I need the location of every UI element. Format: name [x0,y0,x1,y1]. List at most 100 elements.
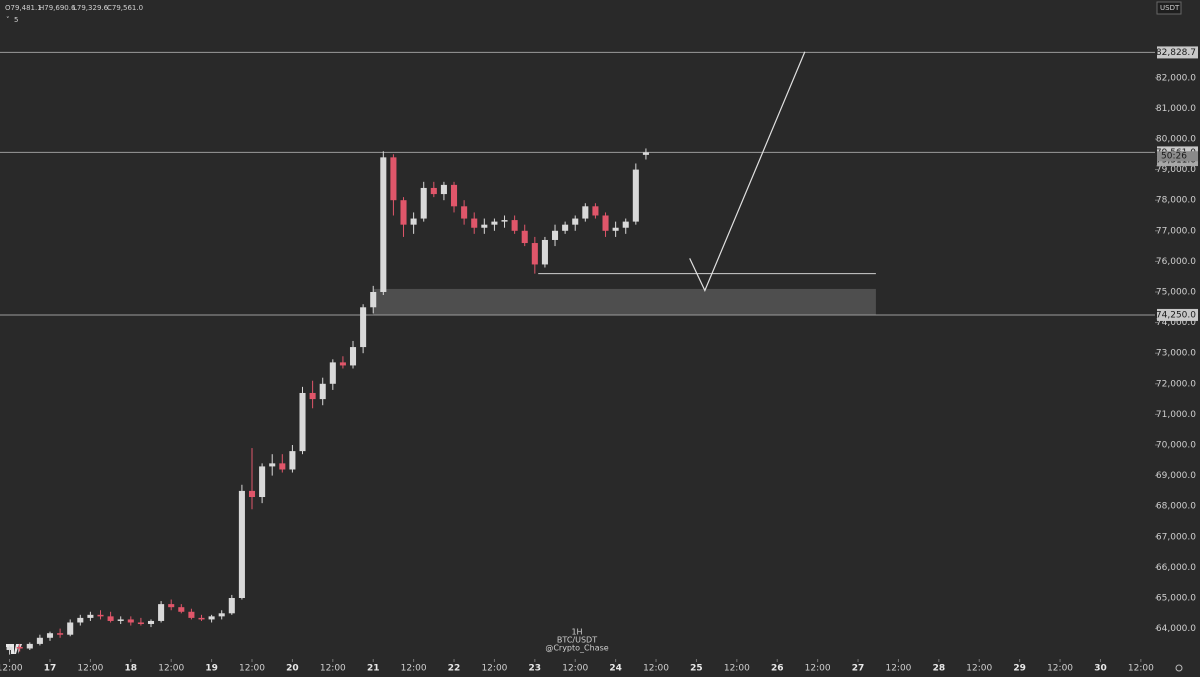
candle-body [622,221,629,228]
candle-body [461,206,468,219]
x-tick-label: 22 [448,664,461,674]
x-tick-label: 17 [44,664,57,674]
x-tick-label: 12:00 [966,664,992,674]
candle-body [228,598,235,614]
candle-body [319,383,326,400]
x-tick-label: 12:00 [885,664,911,674]
y-tick-label: 67,000.0 [1156,532,1196,542]
candle-body [16,646,23,649]
x-tick-label: 12:00 [1047,664,1073,674]
x-tick-label: 12:00 [562,664,588,674]
price-label-box [1157,308,1198,321]
candle-body [289,451,296,470]
y-tick-label: 74,000.0 [1156,318,1196,328]
y-tick-label: 77,000.0 [1156,226,1196,236]
ohlc-value: C79,561.0 [107,4,143,12]
x-tick-label: 27 [852,664,865,674]
candle-body [572,218,579,225]
candle-body [248,490,256,498]
watermark: 1H [571,628,582,637]
price-label: 82,828.7 [1156,48,1196,58]
candle-body [137,622,144,625]
symbol: USDT [1160,4,1180,12]
x-tick-label: 21 [367,664,380,674]
symbol-box [1156,1,1182,15]
candle-body [400,200,407,225]
watermark: @Crypto_Chase [545,644,608,653]
candle-body [6,646,13,651]
candle-body [370,291,377,308]
y-tick-label: 79,000.0 [1156,165,1196,175]
candle-body [562,224,569,231]
x-tick-label: 30 [1094,664,1107,674]
price-label: 74,250.0 [1156,310,1196,320]
x-tick-label: 12:00 [643,664,669,674]
ohlc-value: O79,481.1 [5,4,42,12]
y-tick-label: 73,000.0 [1156,349,1196,359]
x-tick-label: 12:00 [401,664,427,674]
candle-body [218,613,225,617]
x-tick-label: 28 [933,664,946,674]
candle-body [107,616,114,621]
candle-body [158,604,165,621]
candle-body [551,230,559,240]
x-tick-label: 12:00 [320,664,346,674]
countdown: 50:26 [1161,152,1187,162]
candle-body [117,619,124,621]
x-tick-label: 20 [286,664,299,674]
candle-body [188,611,195,618]
demand-zone [373,288,876,315]
candle-body [309,392,316,400]
candle-body [450,184,458,207]
y-tick-label: 64,000.0 [1156,624,1196,634]
x-tick-label: 24 [609,664,622,674]
ohlc-value: L79,329.6 [73,4,109,12]
candle-body [77,617,84,623]
candle-body [36,637,43,644]
candle-body [592,206,599,216]
candle-body [279,463,286,470]
projection-path [689,51,806,292]
ohlc-value: H79,690.6 [39,4,76,12]
candle-body [147,620,155,625]
candle-body [46,633,54,638]
x-tick-label: 12:00 [158,664,184,674]
indicator: 5 [14,16,18,24]
y-tick-label: 68,000.0 [1156,502,1196,512]
y-tick-label: 75,000.0 [1156,287,1196,297]
x-tick-label: 19 [205,664,218,674]
candle-body [380,157,387,292]
candle-body [521,230,528,244]
x-tick-label: 26 [771,664,784,674]
candle-body [642,152,649,155]
x-tick-label: 12:00 [805,664,831,674]
y-tick-label: 69,000.0 [1156,471,1196,481]
candle-body [501,220,508,222]
candle-body [329,362,336,384]
x-tick-label: 29 [1013,664,1026,674]
settings-icon[interactable] [1175,664,1183,672]
candle-body [259,466,266,498]
candle-body [57,633,64,635]
candle-body [491,221,498,225]
y-tick-label: 70,000.0 [1156,440,1196,450]
candle-body [582,206,589,219]
y-tick-label: 82,000.0 [1156,73,1196,83]
candle-body [178,607,185,612]
candle-body [349,347,357,366]
y-tick-label: 76,000.0 [1156,257,1196,267]
x-tick-label: 12:00 [0,664,23,674]
candle-body [97,614,104,617]
candle-body [238,490,245,599]
candle-body [440,184,447,195]
y-tick-label: 71,000.0 [1156,410,1196,420]
candle-body [531,243,538,265]
y-tick-label: 65,000.0 [1156,594,1196,604]
y-tick-label: 66,000.0 [1156,563,1196,573]
x-tick-label: 23 [529,664,542,674]
candle-body [632,169,639,222]
countdown-box [1157,151,1198,162]
candle-body [208,616,215,620]
candle-body [198,617,205,620]
